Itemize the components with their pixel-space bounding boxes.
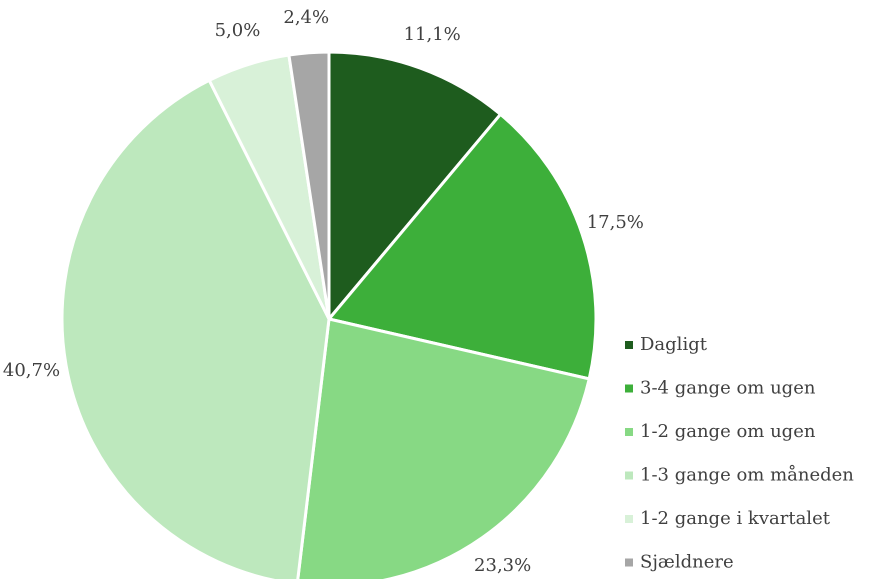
legend-label: 1-2 gange om ugen: [640, 421, 816, 442]
data-label: 17,5%: [587, 212, 644, 233]
pie-slice: [60, 78, 331, 579]
legend-swatch: [625, 558, 633, 567]
legend-label: 3-4 gange om ugen: [640, 378, 816, 399]
data-label: 2,4%: [283, 7, 329, 28]
legend-swatch: [625, 515, 633, 523]
pie-slice: [326, 112, 598, 381]
data-label: 11,1%: [404, 24, 461, 45]
legend-swatch: [625, 384, 633, 393]
data-label: 5,0%: [215, 20, 261, 41]
legend-label: 1-2 gange i kvartalet: [640, 508, 831, 529]
data-label: 23,3%: [474, 555, 531, 576]
legend-swatch: [625, 428, 633, 436]
data-label: 40,7%: [3, 360, 60, 381]
pie-slice: [287, 50, 331, 320]
legend-label: Dagligt: [640, 334, 708, 355]
legend-swatch: [625, 341, 633, 349]
pie-slice: [296, 317, 591, 579]
legend-label: 1-3 gange om måneden: [640, 464, 854, 486]
legend-label: Sjældnere: [640, 552, 734, 573]
pie-slice: [327, 50, 503, 324]
legend-swatch: [625, 471, 633, 480]
